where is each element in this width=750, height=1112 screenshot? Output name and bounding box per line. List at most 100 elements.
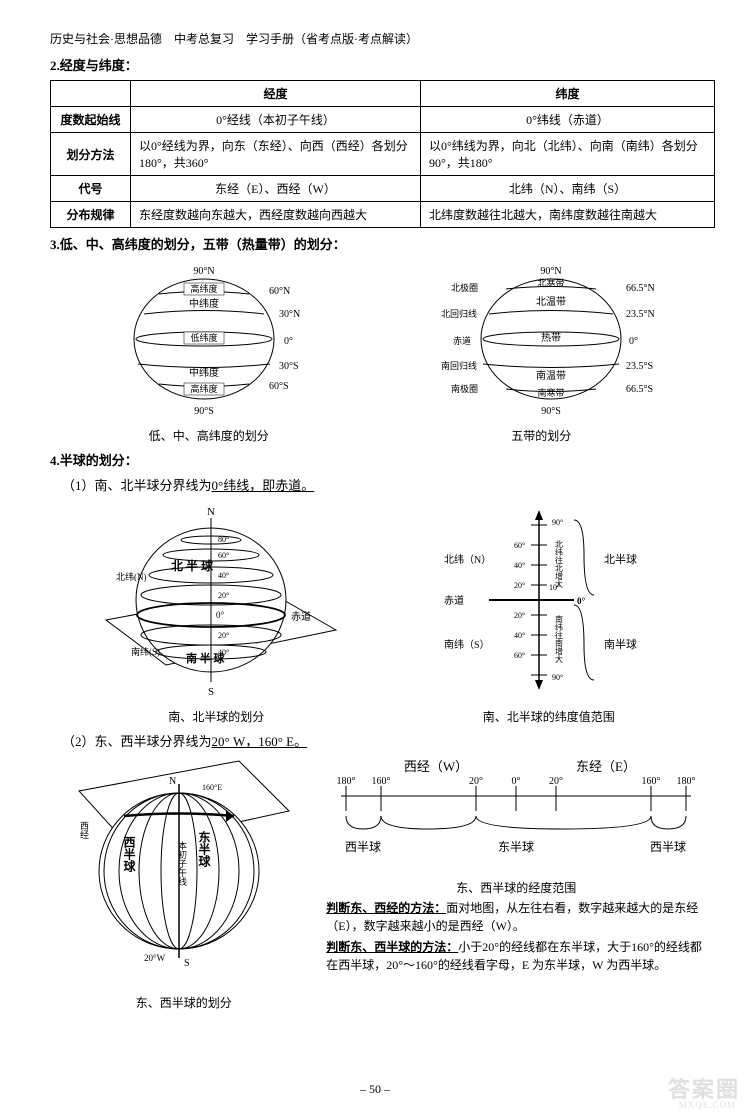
svg-text:南极圈: 南极圈: [451, 383, 478, 394]
row-2-c1: 东经（E）、西经（W）: [131, 176, 421, 202]
svg-text:90°S: 90°S: [194, 406, 214, 417]
svg-text:北寒带: 北寒带: [538, 277, 565, 288]
svg-text:南温带: 南温带: [536, 369, 566, 382]
svg-text:60°S: 60°S: [269, 381, 289, 392]
row-0-c2: 0°纬线（赤道）: [421, 107, 715, 133]
latitude-scale-diagram: 90° 60° 40° 20° 10° 0° 20° 40° 60° 90° 北…: [419, 500, 679, 725]
section-4-title: 4.半球的划分：: [50, 450, 715, 469]
section-3-title: 3.低、中、高纬度的划分，五带（热量带）的划分：: [50, 234, 715, 253]
svg-text:66.5°S: 66.5°S: [626, 384, 653, 395]
svg-text:N: N: [207, 506, 215, 518]
svg-text:180°: 180°: [337, 776, 356, 787]
latitude-division-caption: 低、中、高纬度的划分: [94, 427, 324, 444]
svg-text:40°: 40°: [218, 571, 229, 580]
row-0-head: 度数起始线: [51, 107, 131, 133]
page-header: 历史与社会·思想品德 中考总复习 学习手册（省考点版·考点解读）: [50, 30, 715, 47]
svg-text:40°: 40°: [514, 561, 525, 570]
svg-text:160°: 160°: [642, 776, 661, 787]
svg-text:20°W: 20°W: [144, 953, 166, 963]
svg-text:0°: 0°: [216, 610, 225, 620]
svg-text:0°: 0°: [577, 596, 586, 606]
th-latitude: 纬度: [421, 81, 715, 107]
svg-text:西经（W）: 西经（W）: [404, 759, 468, 774]
svg-text:160°: 160°: [372, 776, 391, 787]
row-3-c2: 北纬度数越往北越大，南纬度数越往南越大: [421, 202, 715, 228]
method-2: 判断东、西半球的方法：小于20°的经线都在东半球，大于160°的经线都在西半球，…: [326, 938, 706, 974]
svg-text:0°: 0°: [284, 336, 293, 347]
svg-text:赤道: 赤道: [453, 335, 471, 346]
svg-text:S: S: [184, 958, 190, 969]
watermark-sub: MXQE.COM: [679, 1100, 736, 1110]
svg-text:南半球: 南半球: [604, 637, 637, 651]
svg-text:南纬往南增大: 南纬往南增大: [554, 614, 563, 664]
svg-text:东半球: 东半球: [498, 840, 534, 854]
svg-text:20°: 20°: [514, 581, 525, 590]
svg-text:60°: 60°: [218, 551, 229, 560]
svg-text:20°: 20°: [469, 776, 483, 787]
page-number: – 50 –: [0, 1082, 750, 1097]
svg-text:20°: 20°: [218, 591, 229, 600]
longitude-latitude-table: 经度 纬度 度数起始线 0°经线（本初子午线） 0°纬线（赤道） 划分方法 以0…: [50, 80, 715, 228]
five-zones-caption: 五带的划分: [411, 427, 671, 444]
svg-text:北纬（N）: 北纬（N）: [444, 553, 491, 566]
row-2-c2: 北纬（N）、南纬（S）: [421, 176, 715, 202]
row-1-c2: 以0°纬线为界，向北（北纬）、向南（南纬）各划分90°，共180°: [421, 133, 715, 176]
svg-text:南寒带: 南寒带: [538, 387, 565, 398]
svg-text:南纬(S): 南纬(S): [131, 646, 160, 657]
table-row: 代号 东经（E）、西经（W） 北纬（N）、南纬（S）: [51, 176, 715, 202]
svg-text:东半球: 东半球: [197, 830, 211, 868]
row-0-c1: 0°经线（本初子午线）: [131, 107, 421, 133]
svg-text:北极圈: 北极圈: [451, 282, 478, 293]
table-row: 划分方法 以0°经线为界，向东（东经）、向西（西经）各划分180°，共360° …: [51, 133, 715, 176]
th-blank: [51, 81, 131, 107]
row-1-head: 划分方法: [51, 133, 131, 176]
svg-text:160°E: 160°E: [202, 783, 222, 792]
svg-text:S: S: [208, 686, 214, 698]
ew-hemisphere-diagram: N S 160°E 西半球 东半球 本初子午线 20°W 西经 东、西半球的划分: [59, 756, 309, 1011]
svg-text:西半球: 西半球: [650, 840, 686, 854]
svg-text:赤道: 赤道: [291, 610, 311, 623]
svg-text:西半球: 西半球: [345, 840, 381, 854]
svg-text:西半球: 西半球: [122, 836, 136, 873]
latitude-scale-caption: 南、北半球的纬度值范围: [419, 708, 679, 725]
svg-text:高纬度: 高纬度: [190, 283, 217, 294]
svg-text:60°: 60°: [514, 651, 525, 660]
row-2-head: 代号: [51, 176, 131, 202]
ew-right-column: 西经（W） 东经（E） 180° 160° 20° 0° 20° 160° 18…: [326, 756, 706, 977]
svg-text:60°N: 60°N: [269, 286, 290, 297]
svg-text:南回归线: 南回归线: [441, 360, 477, 371]
five-zones-diagram: 90°N 66.5°N 23.5°N 0° 23.5°S 66.5°S 90°S…: [411, 259, 671, 444]
svg-text:40°: 40°: [514, 631, 525, 640]
svg-text:高纬度: 高纬度: [190, 383, 217, 394]
latitude-division-diagram: 90°N 60°N 30°N 0° 30°S 60°S 90°S 高纬度 中纬度…: [94, 259, 324, 444]
svg-text:0°: 0°: [512, 776, 521, 787]
table-row: 度数起始线 0°经线（本初子午线） 0°纬线（赤道）: [51, 107, 715, 133]
svg-text:N: N: [169, 776, 176, 787]
svg-text:23.5°S: 23.5°S: [626, 361, 653, 372]
th-longitude: 经度: [131, 81, 421, 107]
method-1: 判断东、西经的方法：面对地图，从左往右看，数字越来越大的是东经（E），数字越来越…: [326, 899, 706, 935]
svg-text:90°N: 90°N: [193, 266, 214, 277]
svg-text:低纬度: 低纬度: [190, 332, 217, 343]
svg-text:西经: 西经: [79, 821, 89, 839]
svg-text:20°: 20°: [514, 611, 525, 620]
svg-text:东经（E）: 东经（E）: [576, 759, 636, 774]
svg-text:热带: 热带: [541, 331, 561, 344]
ns-hemisphere-diagram: N S 80° 60° 40° 20° 0° 20° 40° 北 半 球 南 半…: [86, 500, 346, 725]
svg-text:北回归线: 北回归线: [441, 308, 477, 319]
svg-text:60°: 60°: [514, 541, 525, 550]
section-2-title: 2.经度与纬度：: [50, 55, 715, 74]
ew-longitude-scale: 西经（W） 东经（E） 180° 160° 20° 0° 20° 160° 18…: [326, 756, 706, 871]
row-3-c1: 东经度数越向东越大，西经度数越向西越大: [131, 202, 421, 228]
svg-text:南纬（S）: 南纬（S）: [444, 638, 490, 651]
svg-text:180°: 180°: [677, 776, 696, 787]
svg-text:中纬度: 中纬度: [189, 297, 219, 310]
svg-text:北 半 球: 北 半 球: [171, 558, 214, 573]
section-4-item1: （1）南、北半球分界线为0°纬线，即赤道。: [62, 475, 715, 494]
svg-text:30°N: 30°N: [279, 309, 300, 320]
svg-text:90°S: 90°S: [541, 406, 561, 417]
svg-text:90°: 90°: [552, 518, 563, 527]
ew-hemisphere-caption: 东、西半球的划分: [59, 994, 309, 1011]
svg-text:20°: 20°: [549, 776, 563, 787]
svg-text:赤道: 赤道: [444, 594, 464, 607]
